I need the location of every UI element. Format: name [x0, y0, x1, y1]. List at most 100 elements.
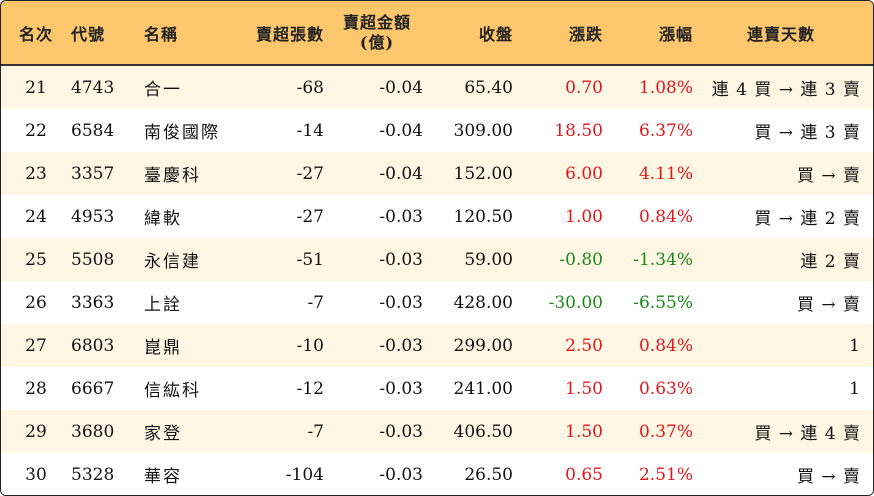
cell-change: 1.50	[565, 378, 603, 399]
cell-close: 120.50	[453, 206, 513, 227]
cell-sell-qty: -12	[296, 378, 324, 399]
cell-rank: 25	[25, 249, 47, 270]
table-row: 29 3680 家登 -7 -0.03 406.50 1.50 0.37% 買 → 連 4 賣	[1, 410, 873, 453]
header-name: 名稱	[144, 24, 179, 44]
cell-change: 2.50	[565, 335, 603, 356]
header-change: 漲跌	[568, 24, 603, 44]
cell-change: 0.65	[565, 464, 603, 485]
cell-name: 上詮	[144, 295, 182, 315]
header-sell-amt-line2: (億)	[359, 32, 395, 52]
table-row: 27 6803 崑鼎 -10 -0.03 299.00 2.50 0.84% 1	[1, 324, 873, 367]
header-sell-amt-line1: 賣超金額	[342, 12, 411, 32]
cell-pct: -1.34%	[633, 249, 693, 270]
cell-change: 18.50	[554, 120, 603, 141]
cell-sell-amt: -0.03	[379, 206, 423, 227]
cell-change: -30.00	[548, 292, 603, 313]
cell-name: 華容	[144, 467, 182, 487]
cell-streak: 連 4 買 → 連 3 賣	[711, 80, 861, 100]
cell-sell-amt: -0.03	[379, 421, 423, 442]
cell-sell-amt: -0.03	[379, 249, 423, 270]
cell-streak: 買 → 賣	[796, 295, 861, 315]
cell-streak: 買 → 連 3 賣	[754, 123, 861, 143]
cell-close: 428.00	[453, 292, 513, 313]
cell-close: 406.50	[453, 421, 513, 442]
cell-sell-qty: -104	[285, 464, 324, 485]
cell-pct: 0.37%	[638, 421, 693, 442]
cell-streak: 買 → 連 4 賣	[754, 424, 861, 444]
cell-sell-qty: -27	[296, 163, 324, 184]
cell-code: 3357	[71, 163, 115, 184]
header-pct: 漲幅	[658, 24, 693, 44]
cell-streak: 1	[849, 335, 861, 356]
cell-rank: 28	[25, 378, 47, 399]
cell-close: 309.00	[453, 120, 513, 141]
cell-name: 崑鼎	[144, 338, 182, 358]
cell-sell-amt: -0.03	[379, 335, 423, 356]
cell-rank: 26	[25, 292, 47, 313]
cell-sell-qty: -14	[296, 120, 324, 141]
cell-sell-amt: -0.04	[379, 120, 423, 141]
cell-pct: 0.84%	[638, 206, 693, 227]
cell-rank: 27	[25, 335, 47, 356]
cell-rank: 22	[25, 120, 47, 141]
cell-sell-qty: -7	[307, 421, 324, 442]
cell-code: 6803	[71, 335, 115, 356]
cell-sell-qty: -68	[296, 77, 324, 98]
cell-pct: 2.51%	[638, 464, 693, 485]
cell-pct: 6.37%	[638, 120, 693, 141]
cell-pct: -6.55%	[633, 292, 693, 313]
table-row: 28 6667 信紘科 -12 -0.03 241.00 1.50 0.63% 1	[1, 367, 873, 410]
cell-rank: 24	[25, 206, 47, 227]
cell-rank: 30	[25, 464, 47, 485]
cell-close: 65.40	[464, 77, 513, 98]
cell-streak: 買 → 連 2 賣	[754, 209, 861, 229]
cell-sell-amt: -0.03	[379, 378, 423, 399]
cell-name: 合一	[144, 80, 182, 100]
cell-change: -0.80	[559, 249, 603, 270]
cell-pct: 0.84%	[638, 335, 693, 356]
cell-name: 信紘科	[144, 381, 201, 401]
table-row: 24 4953 緯軟 -27 -0.03 120.50 1.00 0.84% 買 → 連 2 賣	[1, 195, 873, 238]
header-code: 代號	[71, 24, 106, 44]
cell-name: 臺慶科	[144, 166, 201, 186]
cell-code: 5328	[71, 464, 115, 485]
table-header: 名次 代號 名稱 賣超張數 賣超金額 (億) 收盤 漲跌 漲幅 連賣天數	[1, 1, 873, 66]
header-sell-qty: 賣超張數	[255, 24, 324, 44]
cell-pct: 0.63%	[638, 378, 693, 399]
cell-code: 6584	[71, 120, 115, 141]
cell-streak: 連 2 賣	[800, 252, 861, 272]
header-rank: 名次	[18, 24, 53, 44]
header-sell-amt: 賣超金額 (億)	[331, 1, 423, 64]
cell-code: 3363	[71, 292, 115, 313]
cell-sell-amt: -0.04	[379, 77, 423, 98]
cell-streak: 1	[849, 378, 861, 399]
cell-code: 3680	[71, 421, 115, 442]
table-row: 26 3363 上詮 -7 -0.03 428.00 -30.00 -6.55% 買 → 賣	[1, 281, 873, 324]
cell-sell-qty: -51	[296, 249, 324, 270]
cell-change: 1.50	[565, 421, 603, 442]
cell-rank: 29	[25, 421, 47, 442]
cell-streak: 買 → 賣	[796, 166, 861, 186]
cell-sell-qty: -27	[296, 206, 324, 227]
cell-name: 緯軟	[144, 209, 182, 229]
cell-code: 4953	[71, 206, 115, 227]
cell-name: 南俊國際	[144, 123, 220, 143]
cell-change: 0.70	[565, 77, 603, 98]
cell-name: 永信建	[144, 252, 201, 272]
table-row: 23 3357 臺慶科 -27 -0.04 152.00 6.00 4.11% 買 → 賣	[1, 152, 873, 195]
cell-pct: 1.08%	[638, 77, 693, 98]
cell-sell-qty: -7	[307, 292, 324, 313]
cell-rank: 21	[25, 77, 47, 98]
cell-change: 1.00	[565, 206, 603, 227]
cell-close: 241.00	[453, 378, 513, 399]
cell-close: 59.00	[464, 249, 513, 270]
cell-code: 5508	[71, 249, 115, 270]
table-row: 22 6584 南俊國際 -14 -0.04 309.00 18.50 6.37% 買 → 連 …	[1, 109, 873, 152]
table-row: 30 5328 華容 -104 -0.03 26.50 0.65 2.51% 買 → 賣	[1, 453, 873, 495]
cell-change: 6.00	[565, 163, 603, 184]
cell-close: 299.00	[453, 335, 513, 356]
cell-pct: 4.11%	[638, 163, 693, 184]
cell-sell-qty: -10	[296, 335, 324, 356]
cell-code: 6667	[71, 378, 115, 399]
